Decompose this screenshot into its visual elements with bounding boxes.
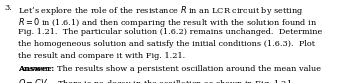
Text: 3.: 3. <box>4 4 12 12</box>
Text: the result and compare it with Fig. 1.21.: the result and compare it with Fig. 1.21… <box>18 52 186 60</box>
Text: Fig. 1.21.  The particular solution (1.6.2) remains unchanged.  Determine: Fig. 1.21. The particular solution (1.6.… <box>18 28 322 36</box>
Text: Let’s explore the role of the resistance $R$ in an LCR circuit by setting: Let’s explore the role of the resistance… <box>18 4 304 17</box>
Text: the homogeneous solution and satisfy the initial conditions (1.6.3).  Plot: the homogeneous solution and satisfy the… <box>18 40 315 48</box>
Text: Answer:  The results show a persistent oscillation around the mean value: Answer: The results show a persistent os… <box>18 65 321 73</box>
Text: Answer:: Answer: <box>18 65 55 73</box>
Text: $Q = CV_0$.  There is no decay in the oscillation as shown in Fig. 1.21.: $Q = CV_0$. There is no decay in the osc… <box>18 77 295 83</box>
Text: $R=0$ in (1.6.1) and then comparing the result with the solution found in: $R=0$ in (1.6.1) and then comparing the … <box>18 16 317 29</box>
